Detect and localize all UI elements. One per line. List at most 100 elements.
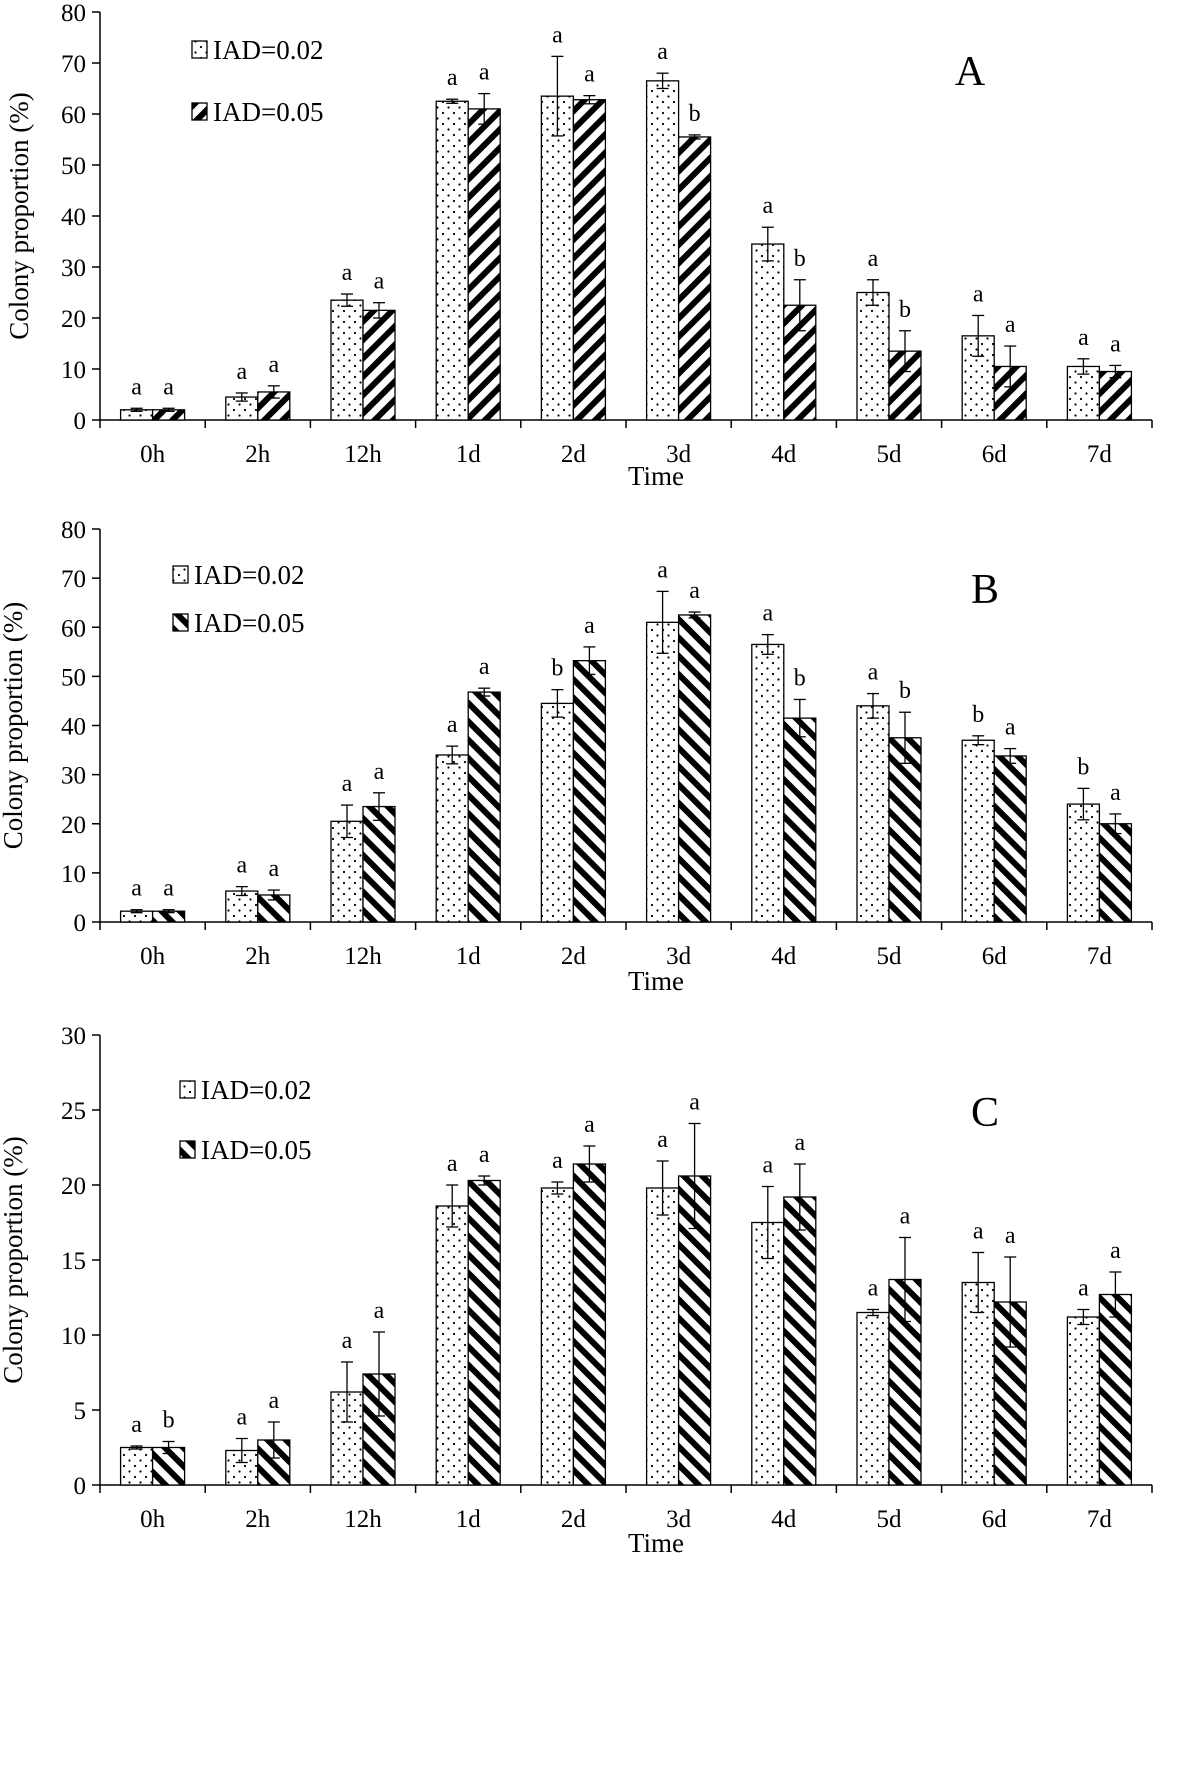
significance-letter: a — [1110, 331, 1121, 357]
x-tick-label: 2h — [245, 943, 271, 970]
bar-iad-0-05 — [1098, 1293, 1133, 1486]
x-tick-label: 4d — [771, 441, 797, 468]
significance-letter: a — [584, 613, 595, 639]
significance-letter: a — [1110, 780, 1121, 806]
y-tick-label: 50 — [61, 153, 86, 180]
bar-iad-0-05 — [362, 309, 396, 421]
significance-letter: a — [163, 876, 174, 902]
bar-iad-0-02 — [645, 1187, 680, 1486]
bar-iad-0-05 — [257, 391, 291, 421]
legend-label: IAD=0.02 — [194, 560, 304, 590]
legend-label: IAD=0.02 — [213, 35, 323, 65]
x-tick-label: 3d — [666, 943, 692, 970]
legend-swatch — [191, 102, 208, 121]
bar-iad-0-05 — [1098, 370, 1133, 421]
y-tick-label: 60 — [61, 102, 86, 129]
significance-letter: a — [236, 853, 247, 879]
significance-letter: a — [657, 39, 668, 65]
significance-letter: a — [268, 1388, 279, 1414]
significance-letter: b — [972, 702, 984, 728]
x-tick-label: 1d — [456, 1506, 482, 1533]
bar-iad-0-05 — [677, 136, 712, 421]
bar-iad-0-02 — [540, 702, 575, 923]
bar-iad-0-02 — [961, 739, 995, 923]
significance-letter: b — [1077, 754, 1089, 780]
x-tick-label: 1d — [456, 943, 482, 970]
significance-letter: a — [479, 60, 490, 86]
bar-iad-0-05 — [783, 1196, 817, 1486]
bar-iad-0-05 — [362, 805, 396, 923]
y-tick-label: 60 — [61, 615, 86, 642]
x-tick-label: 1d — [456, 441, 482, 468]
y-tick-label: 70 — [61, 566, 86, 593]
y-tick-label: 25 — [61, 1098, 86, 1125]
bar-iad-0-02 — [751, 243, 785, 421]
significance-letter: a — [868, 660, 879, 686]
panel-letter: C — [971, 1090, 999, 1136]
significance-letter: b — [899, 678, 911, 704]
y-tick-label: 80 — [61, 517, 86, 544]
y-tick-label: 10 — [61, 1323, 86, 1350]
x-tick-label: 3d — [666, 1506, 692, 1533]
y-axis-title: Colony proportion (%) — [0, 602, 28, 849]
x-tick-label: 12h — [344, 1506, 382, 1533]
y-tick-label: 20 — [61, 306, 86, 333]
bar-iad-0-05 — [993, 755, 1027, 923]
significance-letter: a — [342, 771, 353, 797]
bar-iad-0-02 — [435, 754, 469, 923]
bar-iad-0-05 — [572, 99, 607, 421]
significance-letter: a — [236, 1405, 247, 1431]
y-tick-label: 0 — [74, 408, 87, 435]
bar-iad-0-02 — [540, 95, 575, 421]
significance-letter: a — [973, 281, 984, 307]
x-tick-label: 5d — [877, 943, 903, 970]
significance-letter: a — [447, 1151, 458, 1177]
significance-letter: a — [342, 260, 353, 286]
x-tick-label: 2d — [561, 441, 587, 468]
x-axis-title: Time — [628, 461, 684, 491]
significance-letter: b — [899, 297, 911, 323]
bar-iad-0-05 — [572, 1163, 607, 1486]
y-tick-label: 30 — [61, 763, 86, 790]
significance-letter: a — [1005, 312, 1016, 338]
bar-iad-0-02 — [856, 291, 890, 421]
significance-letter: a — [163, 374, 174, 400]
significance-letter: a — [552, 1148, 563, 1174]
bar-iad-0-02 — [540, 1187, 575, 1486]
x-tick-label: 2h — [245, 441, 271, 468]
bar-iad-0-02 — [330, 299, 364, 421]
y-tick-label: 20 — [61, 1173, 86, 1200]
x-tick-label: 2d — [561, 943, 587, 970]
significance-letter: a — [584, 62, 595, 88]
legend-swatch — [179, 1140, 196, 1159]
x-axis-title: Time — [628, 966, 684, 996]
bar-iad-0-02 — [645, 621, 680, 923]
significance-letter: a — [584, 1112, 595, 1138]
y-tick-label: 5 — [74, 1398, 87, 1425]
x-tick-label: 6d — [982, 943, 1008, 970]
significance-letter: b — [163, 1408, 175, 1434]
significance-letter: a — [374, 1298, 385, 1324]
panel-letter: A — [955, 49, 986, 95]
significance-letter: a — [374, 269, 385, 295]
significance-letter: a — [479, 1142, 490, 1168]
significance-letter: a — [762, 1153, 773, 1179]
legend-label: IAD=0.05 — [213, 97, 323, 127]
bar-iad-0-02 — [645, 80, 680, 421]
x-tick-label: 6d — [982, 1506, 1008, 1533]
significance-letter: a — [689, 578, 700, 604]
x-tick-label: 4d — [771, 1506, 797, 1533]
x-tick-label: 4d — [771, 943, 797, 970]
significance-letter: a — [1005, 715, 1016, 741]
y-tick-label: 80 — [61, 0, 86, 27]
x-tick-label: 3d — [666, 441, 692, 468]
x-tick-label: 0h — [140, 943, 166, 970]
x-tick-label: 7d — [1087, 1506, 1113, 1533]
significance-letter: a — [447, 65, 458, 91]
significance-letter: a — [1110, 1238, 1121, 1264]
bar-iad-0-05 — [888, 737, 922, 923]
significance-letter: b — [689, 101, 701, 127]
